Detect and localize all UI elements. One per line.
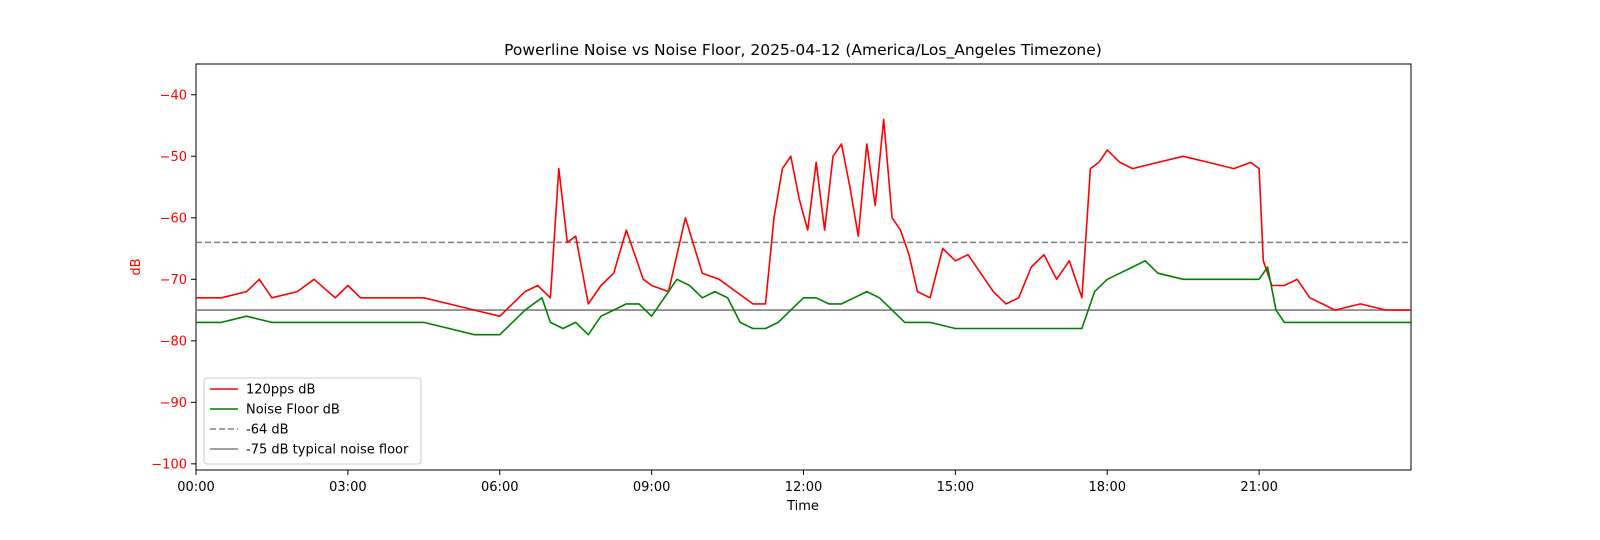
chart-title: Powerline Noise vs Noise Floor, 2025-04-… xyxy=(504,41,1102,60)
y-tick-label: −50 xyxy=(160,150,187,165)
series-line-120pps-db xyxy=(196,118,1411,318)
y-tick-label: −70 xyxy=(160,273,187,288)
legend-label: -64 dB xyxy=(246,423,289,438)
series-line-noise-floor-db xyxy=(196,259,1411,336)
x-tick-label: 21:00 xyxy=(1240,480,1277,495)
y-axis-label: dB xyxy=(129,258,144,275)
legend-label: -75 dB typical noise floor xyxy=(246,443,409,458)
y-tick-label: −100 xyxy=(151,457,187,472)
y-tick-label: −40 xyxy=(160,88,187,103)
y-tick-label: −60 xyxy=(160,211,187,226)
x-tick-label: 15:00 xyxy=(937,480,974,495)
legend-box xyxy=(203,377,422,465)
x-tick-label: 12:00 xyxy=(785,480,822,495)
x-axis-label: Time xyxy=(786,499,819,514)
x-tick-label: 06:00 xyxy=(481,480,518,495)
legend-label: Noise Floor dB xyxy=(246,403,340,418)
y-tick-label: −90 xyxy=(160,396,187,411)
x-tick-label: 18:00 xyxy=(1089,480,1126,495)
x-tick-label: 03:00 xyxy=(329,480,366,495)
x-tick-label: 00:00 xyxy=(177,480,214,495)
legend-label: 120pps dB xyxy=(246,383,315,398)
legend: 120pps dB Noise Floor dB -64 dB -75 dB typi… xyxy=(203,377,422,465)
y-tick-label: −80 xyxy=(160,334,187,349)
plot-area: −40 −50 −60 −70 −80 −90 −100 00:00 03:00 06:00 09:… xyxy=(151,63,1412,495)
x-tick-label: 09:00 xyxy=(633,480,670,495)
